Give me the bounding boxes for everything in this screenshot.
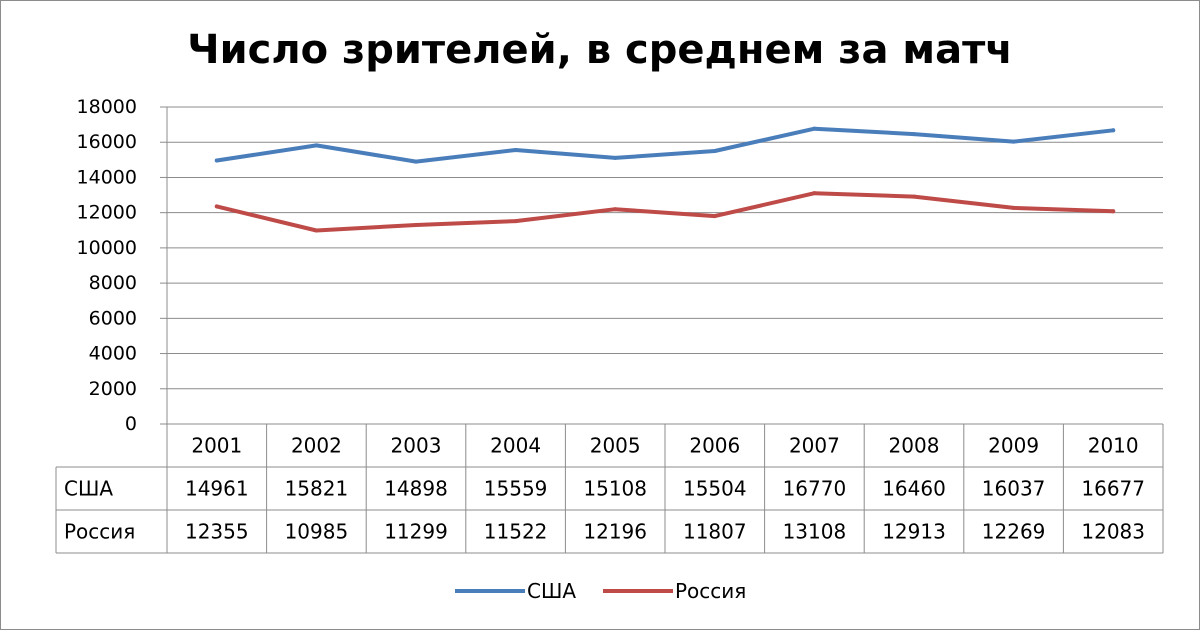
x-category-label: 2004 [490, 434, 541, 458]
row-series-label: США [64, 477, 113, 501]
data-point [1111, 209, 1116, 214]
data-table: 2001 2002 2003 2004 2005 2006 2007 2008 2009 2010… [55, 423, 1164, 554]
data-cell: 16037 [982, 477, 1046, 501]
data-cell: 12355 [185, 520, 249, 544]
data-point [712, 214, 717, 219]
y-tick-label: 10000 [77, 237, 137, 259]
y-tick-label: 12000 [77, 202, 137, 224]
data-point [613, 155, 618, 160]
data-point [1011, 205, 1016, 210]
x-category-label: 2001 [191, 434, 242, 458]
data-point [414, 159, 418, 164]
data-point [812, 126, 817, 131]
data-point [812, 191, 817, 196]
chart-title: Число зрителей, в среднем за матч [187, 27, 1012, 73]
series-line [214, 191, 1116, 233]
y-tick-label: 8000 [89, 272, 137, 294]
y-axis: 0 2000 4000 6000 8000 10000 12000 14000 16000 180… [77, 96, 168, 435]
data-point [314, 143, 319, 148]
data-cell: 11299 [384, 520, 448, 544]
data-cell: 12269 [982, 520, 1046, 544]
legend-label: США [527, 579, 576, 603]
data-point [1011, 139, 1016, 144]
x-category-label: 2002 [291, 434, 342, 458]
data-cell: 11522 [484, 520, 548, 544]
data-point [912, 132, 916, 137]
x-category-label: 2003 [391, 434, 442, 458]
data-point [712, 148, 717, 153]
y-tick-label: 2000 [89, 378, 137, 400]
data-cell: 16770 [783, 477, 847, 501]
data-point [414, 223, 418, 228]
legend-label: Россия [675, 579, 746, 603]
legend: США Россия [455, 579, 746, 603]
data-cell: 15559 [484, 477, 548, 501]
data-cell: 14898 [384, 477, 448, 501]
data-cell: 10985 [285, 520, 349, 544]
x-category-label: 2010 [1088, 434, 1139, 458]
data-cell: 12196 [583, 520, 647, 544]
row-series-label: Россия [64, 520, 135, 544]
x-category-label: 2007 [789, 434, 840, 458]
data-cell: 11807 [683, 520, 747, 544]
data-point [513, 219, 518, 224]
x-category-label: 2005 [590, 434, 641, 458]
data-cell: 16677 [1081, 477, 1145, 501]
data-point [613, 207, 618, 212]
data-point [1111, 128, 1116, 133]
x-category-label: 2006 [689, 434, 740, 458]
data-cell: 14961 [185, 477, 249, 501]
series-line [214, 126, 1116, 164]
y-tick-label: 6000 [89, 307, 137, 329]
y-tick-label: 14000 [77, 166, 137, 188]
y-tick-label: 0 [125, 413, 137, 435]
data-cell: 12083 [1081, 520, 1145, 544]
data-cell: 15108 [583, 477, 647, 501]
y-tick-label: 18000 [77, 96, 137, 118]
data-point [314, 228, 319, 233]
data-point [214, 158, 219, 163]
data-cell: 16460 [882, 477, 946, 501]
series-lines [214, 126, 1116, 233]
data-cell: 12913 [882, 520, 946, 544]
data-cell: 15504 [683, 477, 747, 501]
gridlines [167, 106, 1163, 390]
data-point [214, 204, 219, 209]
data-cell: 13108 [783, 520, 847, 544]
y-tick-label: 4000 [89, 343, 137, 365]
y-tick-label: 16000 [77, 131, 137, 153]
data-cell: 15821 [285, 477, 349, 501]
data-point [513, 147, 518, 152]
x-category-label: 2009 [988, 434, 1039, 458]
x-category-label: 2008 [889, 434, 940, 458]
data-point [912, 194, 916, 199]
